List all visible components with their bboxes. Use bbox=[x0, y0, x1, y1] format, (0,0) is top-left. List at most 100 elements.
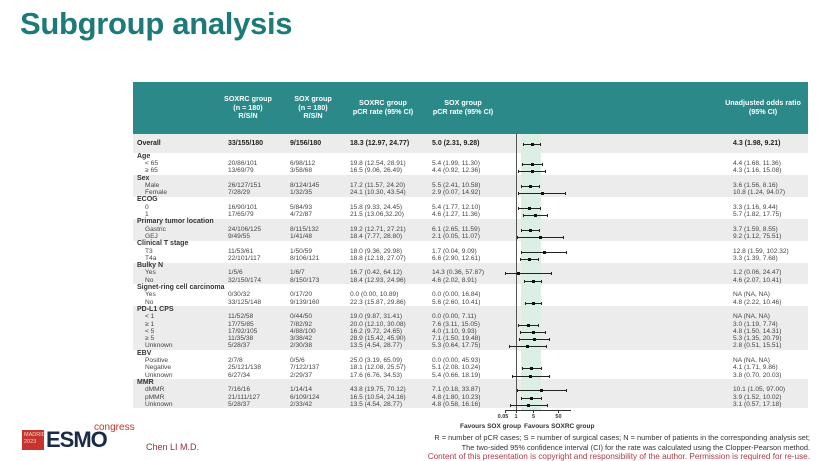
forest-tick bbox=[558, 410, 560, 413]
sox-pcr-rate: 4.6 (2.02, 8.91) bbox=[432, 276, 477, 284]
favours-soxrc-label: Favours SOXRC group bbox=[524, 423, 595, 430]
soxrc-rsn: 33/155/180 bbox=[228, 139, 264, 147]
group-heading: ECOG bbox=[137, 196, 158, 204]
soxrc-rsn: 5/28/37 bbox=[228, 342, 250, 350]
sox-pcr-rate: 0.0 (0.00, 45.93) bbox=[432, 357, 481, 365]
group-heading: MMR bbox=[137, 378, 154, 386]
ci-cap-low bbox=[521, 367, 523, 370]
ci-cap-low bbox=[519, 258, 521, 261]
ci-cap-low bbox=[508, 345, 510, 348]
ci-cap-high bbox=[541, 280, 543, 283]
odds-ratio-text: 12.8 (1.59, 102.32) bbox=[733, 247, 789, 255]
odds-ratio-text: 10.8 (1.24, 94.07) bbox=[733, 189, 786, 197]
forest-reference-line bbox=[516, 134, 517, 410]
sox-rsn: 8/124/145 bbox=[290, 181, 320, 189]
soxrc-rsn: 24/106/125 bbox=[228, 225, 262, 233]
sox-pcr-rate: 6.1 (2.65, 11.59) bbox=[432, 225, 480, 233]
sox-pcr-rate: 0.0 (0.00, 7.11) bbox=[432, 313, 477, 321]
ci-line bbox=[505, 273, 551, 274]
ci-cap-high bbox=[538, 258, 540, 261]
ci-cap-low bbox=[517, 236, 519, 239]
soxrc-rsn: 11/35/38 bbox=[228, 335, 254, 343]
sox-rsn: 3/58/68 bbox=[290, 167, 312, 175]
point-estimate bbox=[527, 404, 531, 407]
sox-rsn: 9/156/180 bbox=[290, 139, 322, 147]
sox-pcr-rate: 2.9 (0.07, 14.92) bbox=[432, 189, 481, 197]
row-label: Female bbox=[145, 189, 167, 197]
presenter-name: Chen LI M.D. bbox=[146, 442, 200, 452]
row-label: Male bbox=[145, 181, 160, 189]
point-estimate bbox=[530, 143, 534, 146]
odds-ratio-text: 5.7 (1.82, 17.75) bbox=[733, 211, 782, 219]
sox-rsn: 0/17/20 bbox=[290, 291, 312, 299]
odds-ratio-text: NA (NA, NA) bbox=[733, 313, 771, 321]
sox-rsn: 0/5/6 bbox=[290, 357, 305, 365]
ci-cap-high bbox=[550, 272, 552, 275]
sox-pcr-rate: 0.0 (0.00, 16.84) bbox=[432, 291, 481, 299]
ci-cap-low bbox=[505, 272, 506, 275]
sox-pcr-rate: 5.1 (2.08, 10.24) bbox=[432, 364, 481, 372]
ci-cap-high bbox=[541, 397, 543, 400]
soxrc-pcr-rate: 24.1 (10.30, 43.54) bbox=[350, 189, 406, 197]
ci-cap-low bbox=[519, 338, 521, 341]
ci-cap-low bbox=[521, 229, 523, 232]
point-estimate bbox=[540, 192, 544, 195]
row-label: < 65 bbox=[145, 159, 159, 167]
soxrc-pcr-rate: 21.5 (13.06,32.20) bbox=[350, 211, 404, 219]
soxrc-pcr-rate: 18.4 (12.93, 24.96) bbox=[350, 276, 406, 284]
soxrc-rsn: 7/28/29 bbox=[228, 189, 250, 197]
soxrc-pcr-rate: 18.4 (7.77, 28.80) bbox=[350, 232, 403, 240]
soxrc-pcr-rate: 20.0 (12.10, 30.08) bbox=[350, 320, 406, 328]
sox-rsn: 2/29/37 bbox=[290, 371, 312, 379]
odds-ratio-text: 4.8 (2.22, 10.46) bbox=[733, 298, 782, 306]
odds-ratio-text: 4.3 (1.98, 9.21) bbox=[733, 139, 781, 147]
soxrc-pcr-rate: 13.5 (4.54, 28.77) bbox=[350, 342, 403, 350]
sox-rsn: 1/14/14 bbox=[290, 386, 312, 394]
row-label: pMMR bbox=[145, 393, 165, 401]
sox-pcr-rate: 5.4 (0.66, 18.19) bbox=[432, 371, 481, 379]
row-label: dMMR bbox=[145, 386, 165, 394]
row-label: < 1 bbox=[145, 313, 155, 321]
soxrc-pcr-rate: 17.6 (6.76, 34.53) bbox=[350, 371, 403, 379]
odds-ratio-text: 4.3 (1.16, 15.08) bbox=[733, 167, 782, 175]
soxrc-rsn: 33/125/148 bbox=[228, 298, 262, 306]
sox-pcr-rate: 4.8 (1.80, 10.23) bbox=[432, 393, 481, 401]
point-estimate bbox=[532, 302, 536, 305]
group-band bbox=[133, 218, 808, 241]
group-heading: Clinical T stage bbox=[137, 240, 189, 248]
soxrc-pcr-rate: 17.2 (11.57, 24.20) bbox=[350, 181, 406, 189]
row-label: Yes bbox=[145, 269, 156, 277]
ci-cap-high bbox=[548, 375, 550, 378]
row-label: Yes bbox=[145, 291, 156, 299]
odds-ratio-text: 3.6 (1.56, 8.16) bbox=[733, 181, 778, 189]
row-label: ≥ 65 bbox=[145, 167, 158, 175]
row-label: Gastric bbox=[145, 225, 166, 233]
odds-ratio-text: 3.9 (1.52, 10.02) bbox=[733, 393, 782, 401]
logo-congress-word: congress bbox=[94, 422, 135, 433]
soxrc-rsn: 25/121/138 bbox=[228, 364, 262, 372]
point-estimate bbox=[527, 258, 531, 261]
row-label: GEJ bbox=[145, 232, 158, 240]
point-estimate bbox=[528, 185, 532, 188]
ci-cap-low bbox=[521, 251, 523, 254]
copyright-notice: Content of this presentation is copyrigh… bbox=[427, 452, 810, 461]
odds-ratio-text: 4.4 (1.68, 11.36) bbox=[733, 159, 781, 167]
odds-ratio-text: 3.0 (1.19, 7.74) bbox=[733, 320, 778, 328]
point-estimate bbox=[542, 251, 546, 254]
ci-cap-low bbox=[523, 280, 525, 283]
point-estimate bbox=[527, 207, 531, 210]
ci-cap-high bbox=[541, 302, 543, 305]
group-band bbox=[133, 262, 808, 285]
sox-rsn: 6/109/124 bbox=[290, 393, 320, 401]
footnote-definitions: R = number of pCR cases; S = number of s… bbox=[434, 433, 810, 442]
ci-cap-low bbox=[516, 389, 518, 392]
soxrc-pcr-rate: 19.2 (12.71, 27.21) bbox=[350, 225, 406, 233]
soxrc-rsn: 5/28/37 bbox=[228, 400, 250, 408]
row-label: ≥ 5 bbox=[145, 335, 155, 343]
sox-rsn: 4/88/100 bbox=[290, 327, 316, 335]
soxrc-rsn: 20/86/101 bbox=[228, 159, 258, 167]
soxrc-pcr-rate: 25.0 (3.19, 65.09) bbox=[350, 357, 403, 365]
sox-pcr-rate: 5.4 (1.99, 11.30) bbox=[432, 159, 480, 167]
odds-ratio-text: 3.1 (0.57, 17.18) bbox=[733, 400, 782, 408]
soxrc-pcr-rate: 13.5 (4.54, 28.77) bbox=[350, 400, 403, 408]
